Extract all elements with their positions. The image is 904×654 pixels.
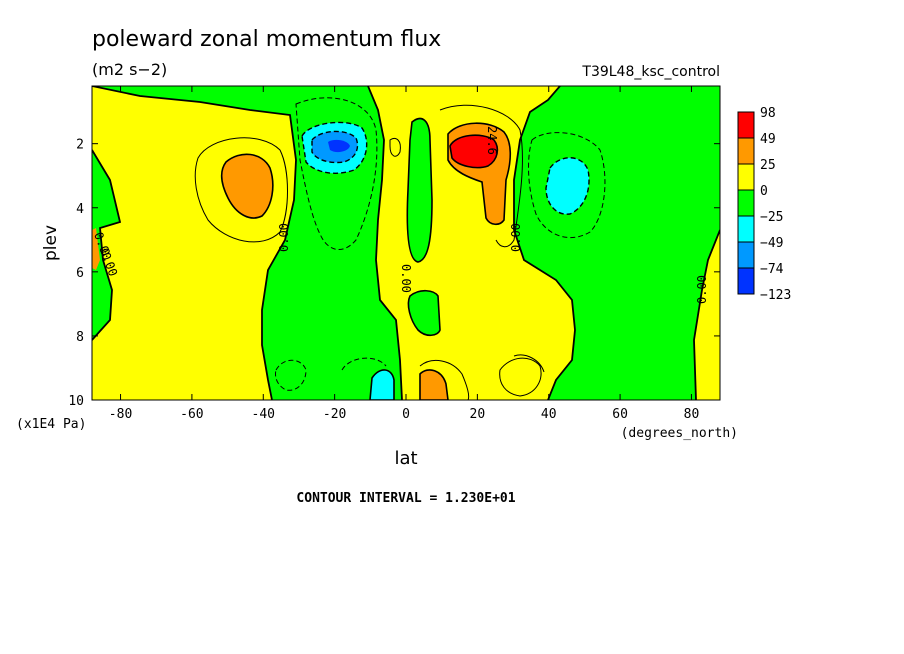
region-cyan-lower-south <box>369 369 395 400</box>
x-axis-units: (degrees_north) <box>621 426 738 441</box>
x-tick-label: 0 <box>402 407 410 422</box>
contour-field: 0.00 0.00 0.00 0.00 0.00 0.00 24.6 <box>92 86 720 400</box>
colorbar-swatch <box>737 163 755 191</box>
chart-units: (m2 s−2) <box>92 60 167 79</box>
region-green-central-top <box>406 117 433 263</box>
colorbar-label: −25 <box>760 210 783 225</box>
x-tick-label: 80 <box>684 407 700 422</box>
contour-label: 0.00 <box>695 275 709 304</box>
region-green-central-mid <box>407 289 441 337</box>
region-orange-lower-north <box>419 369 449 400</box>
region-darkblue-southern <box>328 139 350 153</box>
x-tick-label: -20 <box>323 407 346 422</box>
region-red-northern <box>449 134 499 169</box>
colorbar-label: 25 <box>760 158 776 173</box>
colorbar-swatch <box>737 215 755 243</box>
colorbar-swatch <box>737 267 755 295</box>
contour-label: 24.6 <box>485 126 499 155</box>
colorbar-swatch <box>737 111 755 139</box>
colorbar-label: −49 <box>760 236 783 251</box>
zero-contours <box>92 86 720 400</box>
y-axis-title: plev <box>41 225 61 261</box>
dataset-label: T39L48_ksc_control <box>581 64 720 80</box>
colorbar-label: 0 <box>760 184 768 199</box>
contour-label: 0.00 <box>399 264 413 293</box>
y-tick-label: 10 <box>68 394 84 409</box>
y-tick-label: 2 <box>76 138 84 153</box>
x-tick-label: 20 <box>470 407 486 422</box>
y-axis: 2 4 6 8 10 <box>68 138 720 409</box>
x-axis-title: lat <box>394 448 417 469</box>
x-tick-label: 60 <box>612 407 628 422</box>
region-cyan-northern <box>545 157 590 215</box>
region-orange-southern-low <box>92 228 100 270</box>
x-tick-label: -40 <box>252 407 275 422</box>
y-tick-label: 6 <box>76 266 84 281</box>
colorbar: 98 49 25 0 −25 −49 −74 −123 <box>737 106 791 303</box>
contour-label: 0.00 <box>277 223 291 252</box>
region-positive-northern-high <box>694 86 720 400</box>
x-tick-label: -60 <box>180 407 203 422</box>
colorbar-swatch <box>737 137 755 165</box>
colorbar-swatch <box>737 241 755 269</box>
x-tick-label: -80 <box>109 407 132 422</box>
contour-interval-label: CONTOUR INTERVAL = 1.230E+01 <box>296 491 515 506</box>
y-axis-units: (x1E4 Pa) <box>16 417 86 432</box>
colorbar-label: −74 <box>760 262 784 277</box>
contour-lines <box>194 97 606 400</box>
colorbar-label: 49 <box>760 132 776 147</box>
x-axis: -80 -60 -40 -20 0 20 40 60 80 <box>109 86 699 422</box>
chart-title: poleward zonal momentum flux <box>92 27 441 52</box>
colorbar-swatch <box>737 189 755 217</box>
region-orange-southern <box>220 153 274 219</box>
contour-label: 0.00 <box>509 223 523 252</box>
y-tick-label: 8 <box>76 330 84 345</box>
x-tick-label: 40 <box>541 407 557 422</box>
colorbar-label: 98 <box>760 106 776 121</box>
colorbar-label: −123 <box>760 288 791 303</box>
y-tick-label: 4 <box>76 202 84 217</box>
